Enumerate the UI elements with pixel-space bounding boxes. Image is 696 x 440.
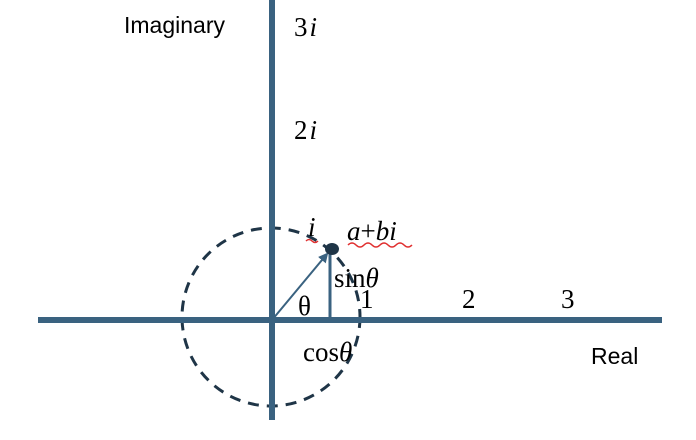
cos-label: cosθ [303,337,352,367]
imag-tick-3i: 3i [294,12,317,42]
real-tick-2: 2 [462,284,476,314]
real-axis-label: Real [591,343,638,369]
point-label: a+bi [347,216,397,246]
angle-label: θ [298,291,311,321]
radius-vector [271,252,329,321]
point-marker [325,243,339,255]
sin-label: sinθ [334,263,379,293]
real-tick-1: 1 [360,284,374,314]
point-label-squiggle [347,242,413,248]
imag-tick-i-squiggle [305,238,319,244]
imaginary-axis-label: Imaginary [124,12,225,38]
real-tick-3: 3 [561,284,575,314]
imag-tick-2i: 2i [294,115,317,145]
imag-tick-i: i [308,212,316,242]
